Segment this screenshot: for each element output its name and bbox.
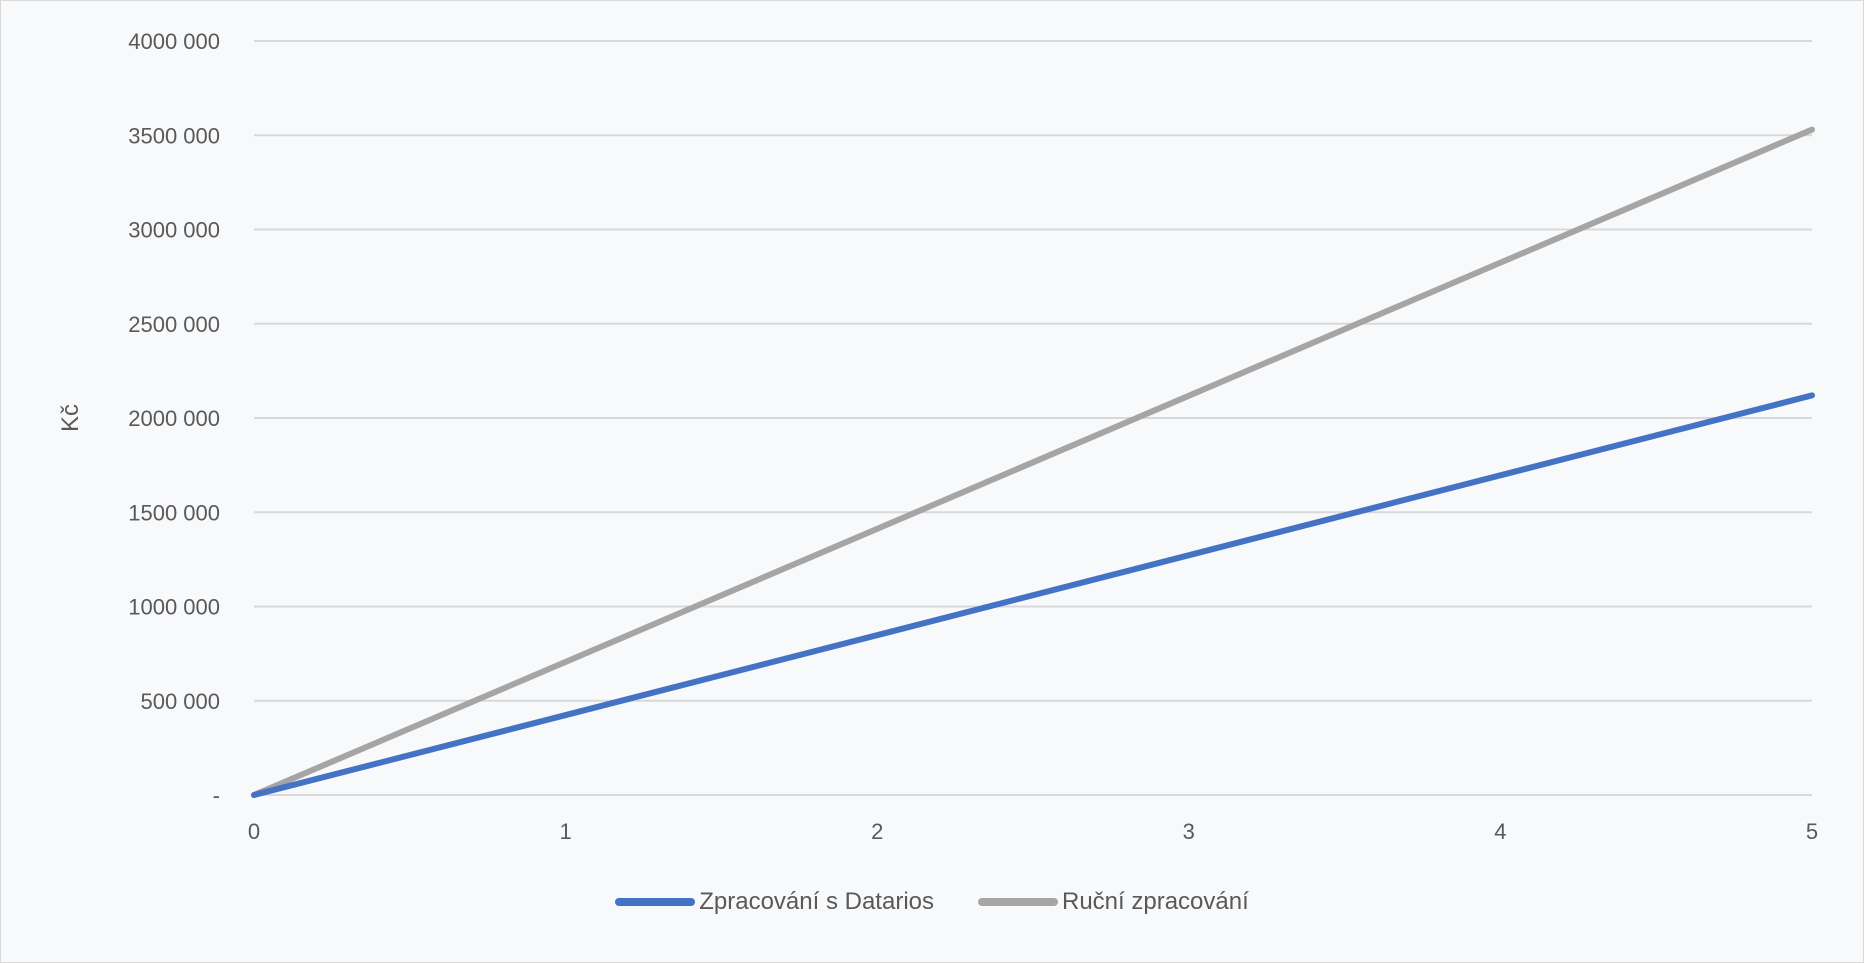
x-tick-label: 1 [559,819,571,844]
y-tick-label: 4000 000 [128,29,220,54]
legend-item-datarios: Zpracování s Datarios [615,888,934,916]
legend-item-manual: Ruční zpracování [978,888,1249,916]
series-lines [251,126,1815,798]
y-tick-label: - [213,783,220,808]
x-tick-label: 3 [1183,819,1195,844]
y-tick-label: 1000 000 [128,595,220,620]
gridlines [254,40,1812,796]
x-tick-label: 2 [871,819,883,844]
y-tick-label: 2000 000 [128,406,220,431]
legend-swatch-manual [978,898,1058,906]
y-axis-title: Kč [57,404,84,432]
y-tick-label: 1500 000 [128,500,220,525]
y-tick-label: 2500 000 [128,312,220,337]
x-tick-label: 0 [248,819,260,844]
y-axis-tick-labels: - 500 000 1000 000 1500 000 2000 000 2500 000… [128,29,220,808]
x-axis-tick-labels: 0 1 2 3 4 5 [248,819,1818,844]
y-tick-label: 3500 000 [128,123,220,148]
series-line-1 [251,126,1815,798]
legend-label-datarios: Zpracování s Datarios [699,888,934,915]
legend-swatch-datarios [615,898,696,906]
x-tick-label: 4 [1494,819,1506,844]
x-tick-label: 5 [1806,819,1818,844]
y-tick-label: 3000 000 [128,218,220,243]
legend-label-manual: Ruční zpracování [1062,888,1249,915]
legend: Zpracování s Datarios Ruční zpracování [0,888,1864,916]
series-line-0 [251,392,1815,798]
y-tick-label: 500 000 [140,689,220,714]
